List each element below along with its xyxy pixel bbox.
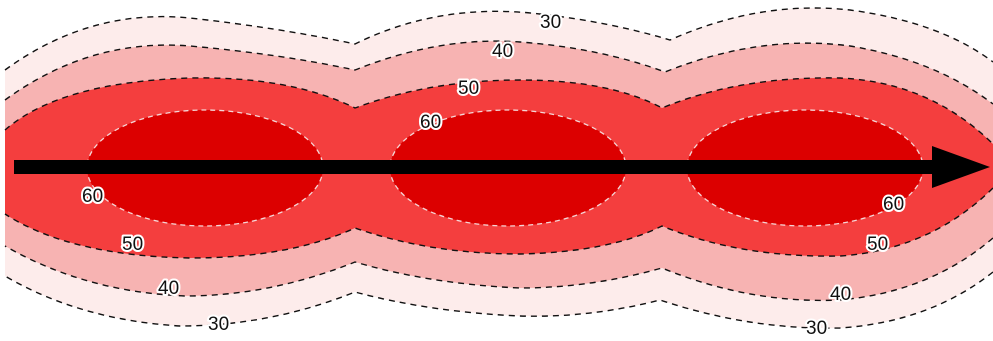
contour-label-30-left: 30 bbox=[208, 314, 229, 335]
contour-line-30 bbox=[4, 7, 993, 329]
contour-label-50-left: 50 bbox=[122, 234, 143, 255]
contour-label-50-top: 50 bbox=[458, 78, 479, 99]
arrow-head bbox=[932, 146, 990, 188]
contour-label-40-right: 40 bbox=[830, 284, 851, 305]
contour-label-60-right: 60 bbox=[883, 194, 904, 215]
contour-line-50 bbox=[4, 77, 993, 259]
contour-label-40-left: 40 bbox=[158, 278, 179, 299]
contour-label-30-top: 30 bbox=[540, 12, 561, 33]
arrow-shaft bbox=[14, 160, 939, 174]
direction-arrow bbox=[14, 146, 990, 188]
contour-label-60-top: 60 bbox=[420, 112, 441, 133]
contour-label-40-top: 40 bbox=[492, 41, 513, 62]
contour-line-40 bbox=[4, 40, 993, 302]
contour-label-60-left: 60 bbox=[82, 186, 103, 207]
contour-label-30-right: 30 bbox=[806, 318, 827, 339]
contour-label-50-right: 50 bbox=[867, 234, 888, 255]
